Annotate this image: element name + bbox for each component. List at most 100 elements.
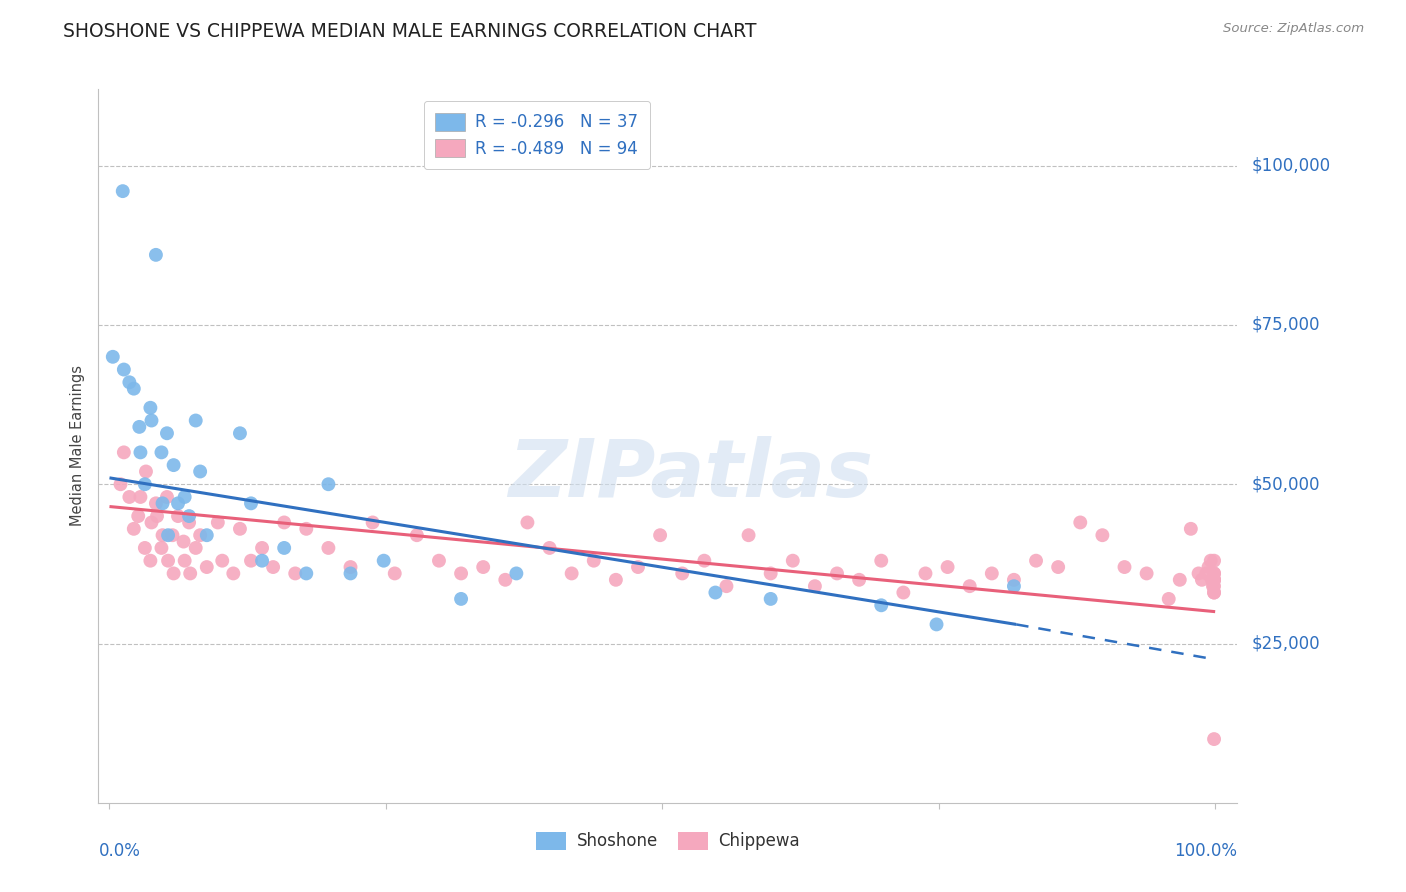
Point (759, 591, 782, 606)
Point (157, 554, 180, 568)
Point (339, 560, 361, 574)
Point (129, 490, 152, 504)
Point (152, 528, 174, 542)
Point (1187, 566, 1209, 581)
Point (1168, 573, 1191, 587)
Point (538, 541, 561, 555)
Point (122, 522, 145, 536)
Point (936, 560, 959, 574)
Point (177, 509, 200, 524)
Point (384, 566, 406, 581)
Point (162, 528, 184, 542)
Point (561, 566, 583, 581)
Text: $50,000: $50,000 (1251, 475, 1320, 493)
Point (1069, 516, 1091, 530)
Point (373, 554, 395, 568)
Point (110, 477, 132, 491)
Point (135, 465, 157, 479)
Point (1202, 566, 1225, 581)
Point (229, 426, 252, 441)
Point (150, 541, 173, 555)
Point (145, 496, 167, 510)
Point (273, 516, 295, 530)
Text: SHOSHONE VS CHIPPEWA MEDIAN MALE EARNINGS CORRELATION CHART: SHOSHONE VS CHIPPEWA MEDIAN MALE EARNING… (63, 22, 756, 41)
Point (870, 554, 893, 568)
Point (240, 496, 263, 510)
Point (112, 362, 135, 376)
Point (128, 420, 150, 434)
Text: Source: ZipAtlas.com: Source: ZipAtlas.com (1223, 22, 1364, 36)
Point (184, 541, 207, 555)
Point (184, 413, 207, 427)
Point (1047, 560, 1070, 574)
Point (1091, 528, 1114, 542)
Point (118, 376, 141, 390)
Y-axis label: Median Male Earnings: Median Male Earnings (70, 366, 86, 526)
Point (716, 579, 738, 593)
Point (295, 566, 318, 581)
Point (141, 413, 163, 427)
Point (1195, 566, 1218, 581)
Point (1157, 591, 1180, 606)
Point (156, 426, 179, 441)
Point (295, 522, 318, 536)
Point (472, 560, 495, 574)
Point (127, 509, 149, 524)
Point (162, 566, 184, 581)
Point (1180, 522, 1202, 536)
Point (188, 528, 211, 542)
Point (1025, 554, 1047, 568)
Point (207, 516, 229, 530)
Point (737, 528, 759, 542)
Point (1202, 573, 1225, 587)
Point (240, 554, 263, 568)
Text: 0.0%: 0.0% (98, 842, 141, 860)
Point (759, 566, 782, 581)
Point (893, 585, 915, 599)
Point (648, 528, 671, 542)
Point (150, 445, 173, 459)
Point (516, 516, 538, 530)
Point (1114, 560, 1136, 574)
Point (284, 566, 307, 581)
Text: $75,000: $75,000 (1251, 316, 1320, 334)
Text: $100,000: $100,000 (1251, 157, 1330, 175)
Point (671, 566, 693, 581)
Point (1202, 585, 1225, 599)
Point (870, 599, 893, 613)
Point (156, 490, 179, 504)
Point (914, 566, 936, 581)
Point (177, 516, 200, 530)
Point (167, 496, 190, 510)
Point (262, 560, 284, 574)
Point (1201, 573, 1223, 587)
Point (494, 573, 516, 587)
Point (173, 534, 195, 549)
Point (704, 585, 727, 599)
Point (427, 554, 450, 568)
Point (222, 566, 245, 581)
Point (1191, 573, 1213, 587)
Point (167, 509, 190, 524)
Point (1202, 585, 1225, 599)
Point (782, 554, 804, 568)
Legend: Shoshone, Chippewa: Shoshone, Chippewa (529, 823, 807, 859)
Point (1002, 573, 1025, 587)
Point (173, 554, 195, 568)
Point (627, 560, 650, 574)
Point (157, 528, 180, 542)
Point (229, 522, 252, 536)
Point (188, 465, 211, 479)
Point (1199, 554, 1222, 568)
Point (162, 458, 184, 472)
Point (152, 496, 174, 510)
Point (141, 516, 163, 530)
Point (1198, 560, 1220, 574)
Point (1136, 566, 1159, 581)
Point (405, 528, 427, 542)
Point (112, 445, 135, 459)
Point (179, 566, 201, 581)
Point (925, 617, 948, 632)
Point (145, 248, 167, 262)
Point (605, 573, 627, 587)
